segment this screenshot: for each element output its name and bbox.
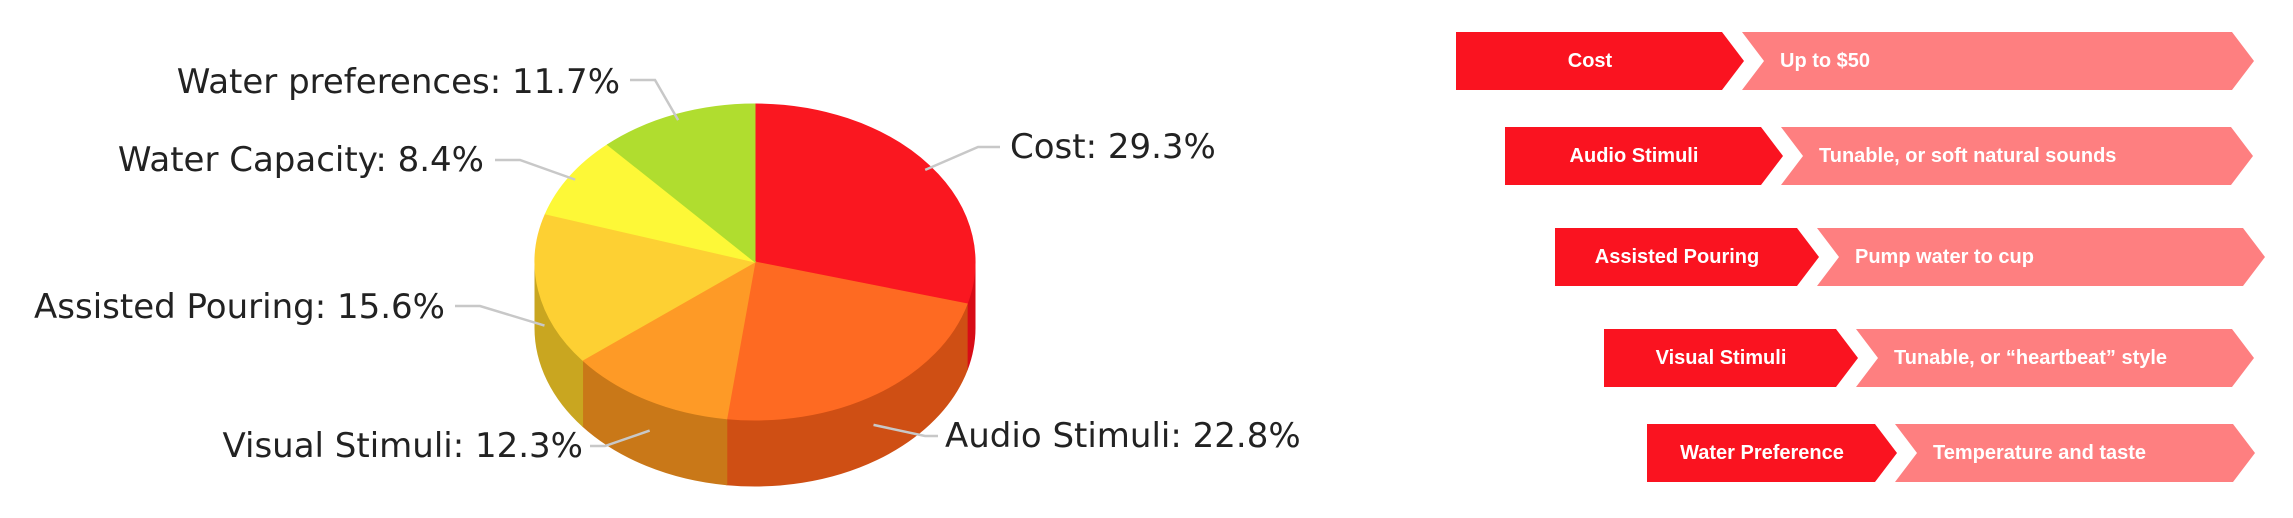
pie-leaders bbox=[455, 78, 1000, 448]
pie-leader-visual-stimuli bbox=[590, 429, 651, 448]
pie-slice-audio-stimuli bbox=[726, 261, 968, 421]
requirement-label: Cost bbox=[1456, 32, 1744, 90]
pie-slice-cost bbox=[754, 103, 976, 305]
pie-leader-water-capacity bbox=[495, 158, 576, 181]
requirement-value: Up to $50 bbox=[1742, 32, 2254, 90]
pie-leader-water-preferences bbox=[630, 78, 680, 121]
pie-label-visual-stimuli: Visual Stimuli: 12.3% bbox=[222, 426, 583, 466]
pie-slice-assisted-pouring bbox=[534, 213, 757, 361]
pie-slice-water-capacity bbox=[544, 144, 756, 263]
pie-label-water-capacity: Water Capacity: 8.4% bbox=[118, 140, 484, 180]
pie-leader-assisted-pouring bbox=[455, 304, 545, 327]
pie-chart: Cost: 29.3% Audio Stimuli: 22.8% Visual St… bbox=[34, 62, 1301, 487]
requirement-value: Tunable, or soft natural sounds bbox=[1781, 127, 2253, 185]
pie-label-assisted-pouring: Assisted Pouring: 15.6% bbox=[34, 287, 445, 327]
requirement-label: Water Preference bbox=[1647, 424, 1897, 482]
pie-leader-cost bbox=[924, 145, 1000, 172]
pie-tops bbox=[534, 103, 976, 421]
pie-leader-audio-stimuli bbox=[873, 423, 938, 438]
requirement-label: Audio Stimuli bbox=[1505, 127, 1783, 185]
requirement-label: Assisted Pouring bbox=[1555, 228, 1819, 286]
requirement-label: Visual Stimuli bbox=[1604, 329, 1858, 387]
pie-labels: Cost: 29.3% Audio Stimuli: 22.8% Visual St… bbox=[34, 62, 1301, 466]
requirement-value: Tunable, or “heartbeat” style bbox=[1856, 329, 2254, 387]
pie-slice-visual-stimuli bbox=[581, 261, 756, 420]
pie-label-water-preferences: Water preferences: 11.7% bbox=[177, 62, 620, 102]
pie-label-cost: Cost: 29.3% bbox=[1010, 127, 1216, 167]
requirement-value: Pump water to cup bbox=[1817, 228, 2265, 286]
pie-label-audio-stimuli: Audio Stimuli: 22.8% bbox=[945, 416, 1301, 456]
requirement-value: Temperature and taste bbox=[1895, 424, 2255, 482]
